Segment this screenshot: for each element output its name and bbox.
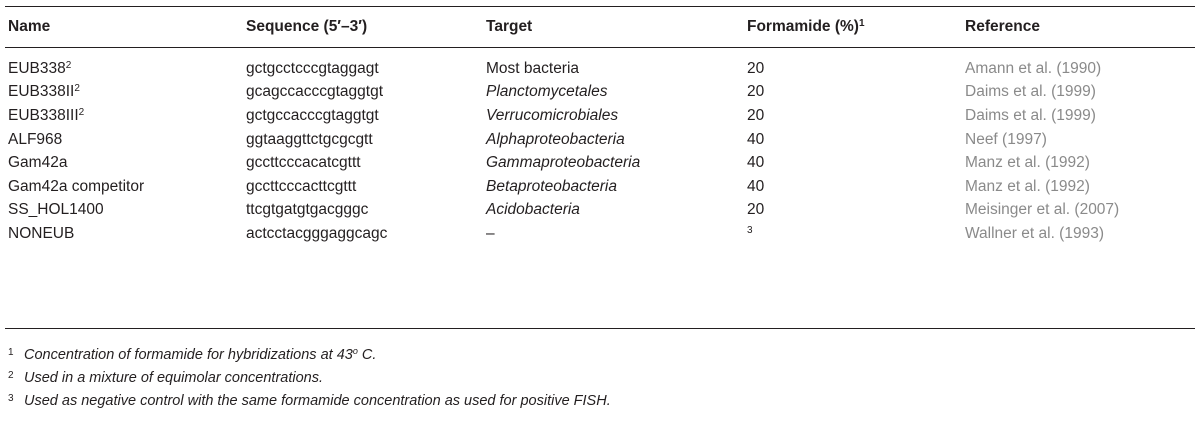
- cell-reference: Wallner et al. (1993): [965, 224, 1104, 242]
- table-row: Gam42a gccttcccacatcgttt Gammaproteobacter…: [5, 151, 1195, 175]
- cell-formamide: 40: [747, 154, 765, 172]
- table-header-row: Name Sequence (5′–3′) Target Formamide (…: [5, 7, 1195, 47]
- footnote-superscript: o: [352, 346, 358, 356]
- cell-target: Gammaproteobacteria: [486, 154, 641, 172]
- name-footnote-ref: 2: [78, 106, 85, 118]
- cell-name: ALF968: [8, 130, 63, 148]
- cell-target: Planctomycetales: [486, 83, 608, 101]
- cell-reference: Daims et al. (1999): [965, 83, 1096, 101]
- header-target: Target: [486, 18, 533, 35]
- cell-reference: Daims et al. (1999): [965, 106, 1096, 124]
- header-reference: Reference: [965, 18, 1040, 35]
- footnote: 1 Concentration of formamide for hybridiz…: [8, 340, 1188, 363]
- cell-formamide: 40: [747, 177, 765, 195]
- header-formamide-footnote-ref: 1: [858, 18, 865, 29]
- cell-name: Gam42a: [8, 154, 68, 172]
- table-row: ALF968 ggtaaggttctgcgcgtt Alphaproteobacte…: [5, 128, 1195, 152]
- cell-name: EUB3382: [8, 59, 72, 77]
- probe-table: Name Sequence (5′–3′) Target Formamide (…: [5, 7, 1195, 246]
- footnote-text: Used as negative control with the same f…: [24, 393, 611, 409]
- footnote-text: Used in a mixture of equimolar concentra…: [24, 370, 324, 386]
- cell-target: Most bacteria: [486, 59, 580, 77]
- name-footnote-ref: 2: [65, 59, 72, 71]
- footnote: 3 Used as negative control with the same …: [8, 386, 1188, 409]
- cell-sequence: ttcgtgatgtgacgggc: [246, 201, 369, 219]
- footnote-text: Concentration of formamide for hybridiza…: [24, 347, 353, 363]
- top-rule: [5, 6, 1195, 7]
- cell-formamide: 20: [747, 201, 765, 219]
- cell-formamide: 20: [747, 83, 765, 101]
- table-row: Gam42a competitor gccttcccacttcgttt Betapr…: [5, 175, 1195, 199]
- cell-reference: Amann et al. (1990): [965, 59, 1102, 77]
- cell-formamide: 40: [747, 130, 765, 148]
- table-row: EUB338III2 gctgccacccgtaggtgt Verrucomicro…: [5, 104, 1195, 128]
- cell-formamide: 20: [747, 106, 765, 124]
- cell-formamide: 20: [747, 59, 765, 77]
- cell-formamide: 3: [747, 222, 965, 246]
- footnote-number: 3: [8, 393, 14, 404]
- cell-reference: Neef (1997): [965, 130, 1047, 148]
- bottom-rule: [5, 328, 1195, 329]
- cell-sequence: gccttcccacatcgttt: [246, 154, 361, 172]
- cell-sequence: gcagccacccgtaggtgt: [246, 83, 384, 101]
- cell-name: Gam42a competitor: [8, 177, 145, 195]
- table-row: NONEUB actcctacgggaggcagc – 3 Wallner et al.…: [5, 222, 1195, 246]
- header-rule: [5, 47, 1195, 48]
- header-formamide: Formamide (%)1: [747, 18, 865, 35]
- cell-target: Alphaproteobacteria: [486, 130, 625, 148]
- cell-name: NONEUB: [8, 224, 75, 242]
- cell-sequence: gctgccacccgtaggtgt: [246, 106, 379, 124]
- formamide-footnote-ref: 3: [747, 224, 753, 236]
- header-name: Name: [8, 18, 51, 35]
- cell-sequence: gccttcccacttcgttt: [246, 177, 357, 195]
- cell-target: Betaproteobacteria: [486, 177, 617, 195]
- footnotes: 1 Concentration of formamide for hybridiz…: [8, 340, 1188, 409]
- table-row: SS_HOL1400 ttcgtgatgtgacgggc Acidobacteria…: [5, 199, 1195, 223]
- table-row: EUB3382 gctgcctcccgtaggagt Most bacteria 20…: [5, 47, 1195, 81]
- cell-sequence: actcctacgggaggcagc: [246, 224, 388, 242]
- table-row: EUB338II2 gcagccacccgtaggtgt Planctomyceta…: [5, 81, 1195, 105]
- footnote-tail: C.: [357, 347, 377, 363]
- cell-name: EUB338III2: [8, 106, 85, 124]
- cell-reference: Manz et al. (1992): [965, 177, 1090, 195]
- cell-sequence: ggtaaggttctgcgcgtt: [246, 130, 373, 148]
- cell-reference: Manz et al. (1992): [965, 154, 1090, 172]
- footnote-number: 1: [8, 347, 14, 358]
- footnote: 2 Used in a mixture of equimolar concentr…: [8, 363, 1188, 386]
- cell-reference: Meisinger et al. (2007): [965, 201, 1120, 219]
- cell-name: EUB338II2: [8, 83, 80, 101]
- cell-target: Acidobacteria: [486, 201, 580, 219]
- header-sequence: Sequence (5′–3′): [246, 18, 368, 35]
- cell-sequence: gctgcctcccgtaggagt: [246, 59, 379, 77]
- name-footnote-ref: 2: [74, 83, 80, 95]
- cell-name: SS_HOL1400: [8, 201, 104, 219]
- footnote-number: 2: [8, 370, 14, 381]
- cell-target: –: [486, 224, 495, 242]
- cell-target: Verrucomicrobiales: [486, 106, 619, 124]
